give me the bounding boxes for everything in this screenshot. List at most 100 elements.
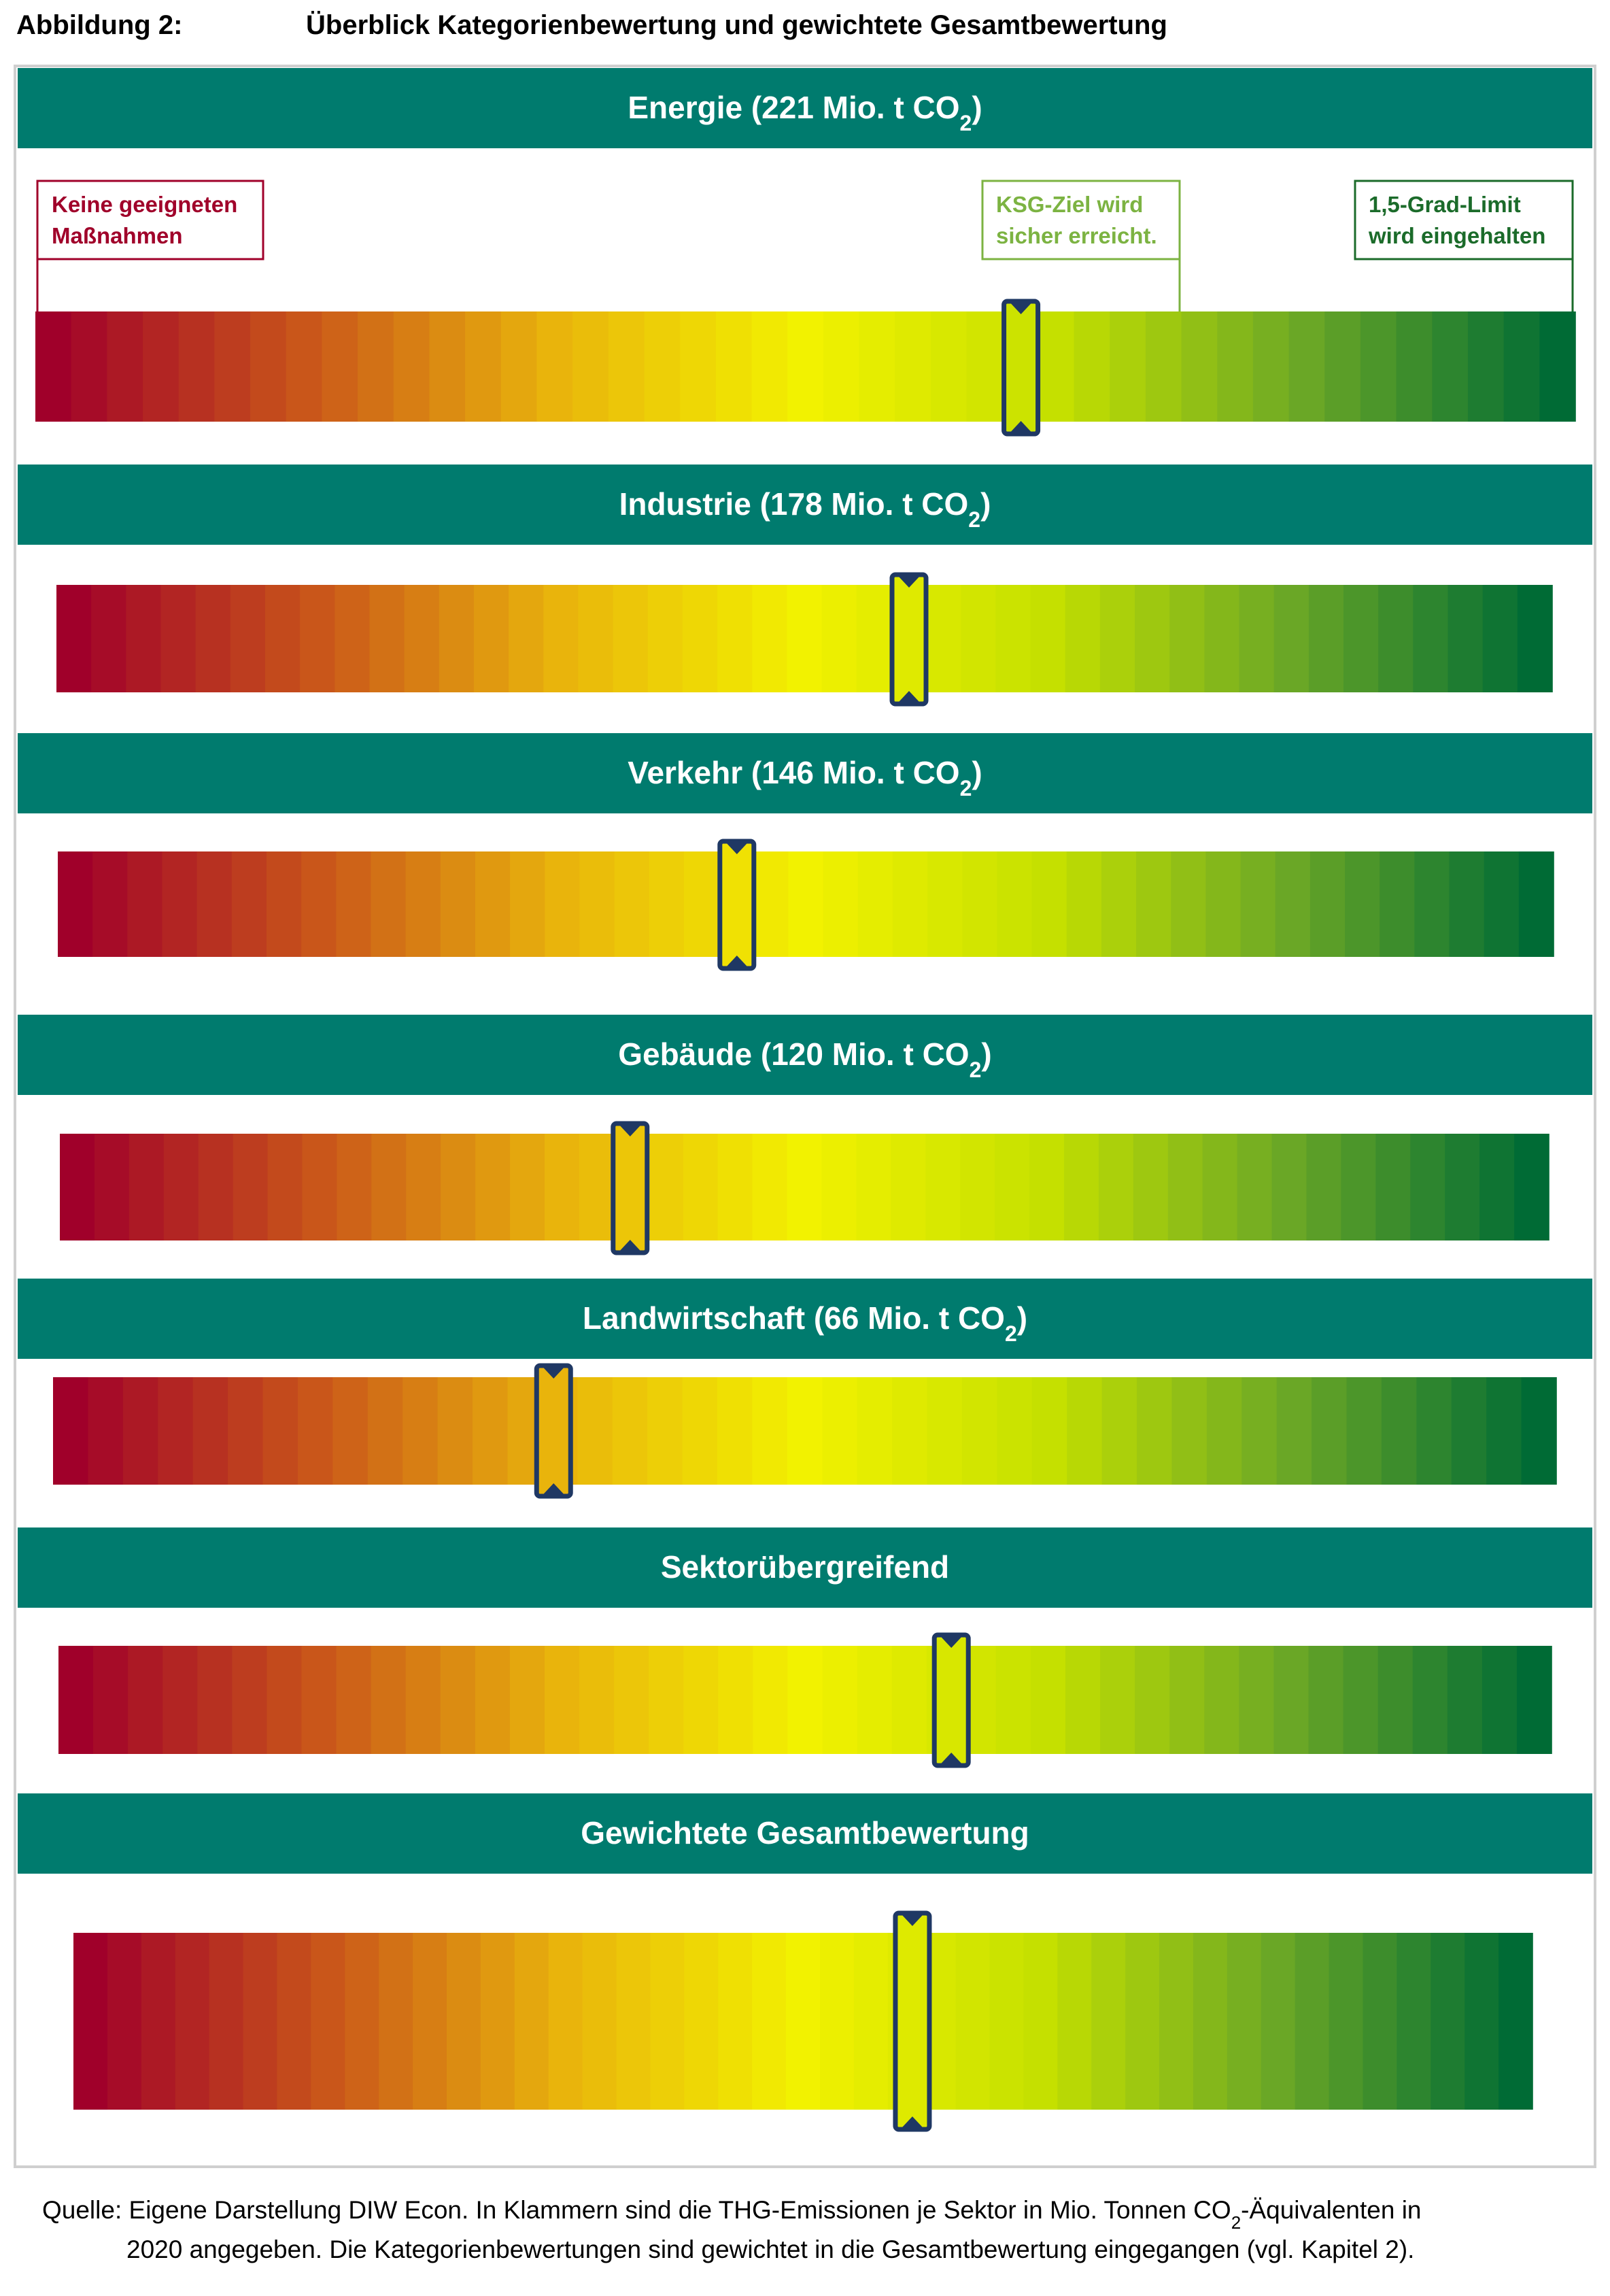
scale-segment	[891, 1646, 927, 1754]
scale-segment	[92, 851, 129, 957]
scale-segment	[58, 1646, 94, 1754]
legend-mid-line1: KSG-Ziel wird	[996, 192, 1143, 217]
rating-scale	[58, 1646, 1552, 1754]
scale-segment	[1346, 1377, 1382, 1485]
scale-segment	[1375, 1134, 1411, 1240]
category-title-main: Energie (221 Mio. t CO	[628, 90, 959, 125]
scale-segment	[1416, 1377, 1452, 1485]
scale-segment	[582, 1933, 617, 2110]
scale-segment	[1288, 311, 1326, 422]
scale-segment	[1239, 585, 1275, 692]
scale-segment	[196, 851, 233, 957]
scale-segment	[127, 851, 163, 957]
scale-segment	[1329, 1933, 1364, 2110]
category-title: Gewichtete Gesamtbewertung	[581, 1815, 1029, 1851]
scale-segment	[545, 1134, 580, 1240]
scale-segment	[927, 851, 963, 957]
category-header-band	[18, 1793, 1592, 1874]
rating-marker-bottom-notch	[1010, 421, 1031, 432]
scale-segment	[440, 1646, 476, 1754]
scale-segment	[1343, 1646, 1379, 1754]
scale-segment	[1465, 1933, 1499, 2110]
scale-segment	[311, 1933, 346, 2110]
scale-segment	[322, 311, 358, 422]
scale-segment	[175, 1933, 210, 2110]
scale-segment	[122, 1377, 159, 1485]
scale-segment	[683, 1134, 719, 1240]
scale-segment	[141, 1933, 176, 2110]
scale-segment	[250, 311, 287, 422]
category-title-subscript: 2	[960, 776, 972, 800]
scale-segment	[960, 1134, 995, 1240]
scale-segment	[1451, 1377, 1487, 1485]
scale-segment	[1030, 1646, 1066, 1754]
scale-segment	[823, 311, 860, 422]
scale-segment	[1521, 1377, 1557, 1485]
figure-frame	[14, 65, 1596, 2168]
scale-segment	[1204, 585, 1240, 692]
scale-segment	[787, 1377, 823, 1485]
category-panel: Energie (221 Mio. t CO2)	[18, 68, 1592, 437]
rating-marker-box	[611, 1121, 650, 1255]
scale-segment	[1202, 1134, 1238, 1240]
scale-segment	[230, 585, 266, 692]
scale-segment	[787, 1646, 823, 1754]
scale-segment	[301, 1646, 337, 1754]
scale-segment	[1099, 585, 1135, 692]
scale-segment	[1363, 1933, 1398, 2110]
rating-marker	[717, 839, 757, 971]
scale-segment	[1306, 1134, 1342, 1240]
scale-segment	[475, 1134, 511, 1240]
rating-marker-top-notch	[1010, 303, 1031, 314]
rating-scale	[56, 585, 1553, 692]
scale-segment	[1482, 585, 1518, 692]
scale-segment	[753, 851, 789, 957]
scale-segment	[1396, 311, 1433, 422]
rating-marker-bottom-notch	[619, 1240, 640, 1251]
scale-segment	[267, 1646, 303, 1754]
scale-segment	[128, 1646, 164, 1754]
scale-segment	[158, 1377, 194, 1485]
scale-segment	[853, 1933, 889, 2110]
scale-segment	[715, 311, 753, 422]
scale-segment	[1295, 1933, 1330, 2110]
scale-segment	[264, 585, 301, 692]
scale-segment	[753, 1646, 789, 1754]
scale-segment	[545, 851, 581, 957]
scale-segment	[717, 1377, 753, 1485]
category-title: Industrie (178 Mio. t CO2)	[619, 486, 991, 532]
scale-segment	[163, 1134, 199, 1240]
scale-segment	[369, 585, 405, 692]
category-header-band	[18, 1279, 1592, 1359]
scale-segment	[1239, 1646, 1275, 1754]
category-header-band	[18, 68, 1592, 148]
scale-segment	[232, 1646, 268, 1754]
scale-segment	[302, 1134, 338, 1240]
rating-marker-bottom-notch	[899, 691, 919, 702]
scale-segment	[1227, 1933, 1262, 2110]
scale-segment	[1276, 1377, 1312, 1485]
legend-high: 1,5-Grad-Limit wird eingehalten	[1354, 180, 1574, 311]
scale-segment	[91, 585, 127, 692]
scale-segment	[1431, 1933, 1465, 2110]
scale-segment	[650, 1933, 685, 2110]
scale-segment	[1309, 851, 1346, 957]
scale-segment	[1135, 585, 1171, 692]
category-title-main: Industrie (178 Mio. t CO	[619, 486, 969, 522]
scale-segment	[927, 1377, 963, 1485]
scale-segment	[577, 1377, 613, 1485]
scale-segment	[752, 1134, 788, 1240]
scale-segment	[648, 1134, 684, 1240]
scale-segment	[1410, 1134, 1446, 1240]
source-note-line2: 2020 angegeben. Die Kategorienbewertunge…	[126, 2235, 1414, 2263]
scale-segment	[1432, 311, 1469, 422]
source-line1-part-a: Quelle: Eigene Darstellung DIW Econ. In …	[42, 2196, 1231, 2224]
scale-segment	[1414, 851, 1450, 957]
scale-segment	[787, 585, 823, 692]
scale-segment	[162, 1646, 199, 1754]
scale-segment	[1169, 1646, 1205, 1754]
scale-segment	[1486, 1377, 1522, 1485]
scale-segment	[371, 1646, 407, 1754]
scale-segment	[1467, 311, 1505, 422]
scale-segment	[1343, 585, 1379, 692]
